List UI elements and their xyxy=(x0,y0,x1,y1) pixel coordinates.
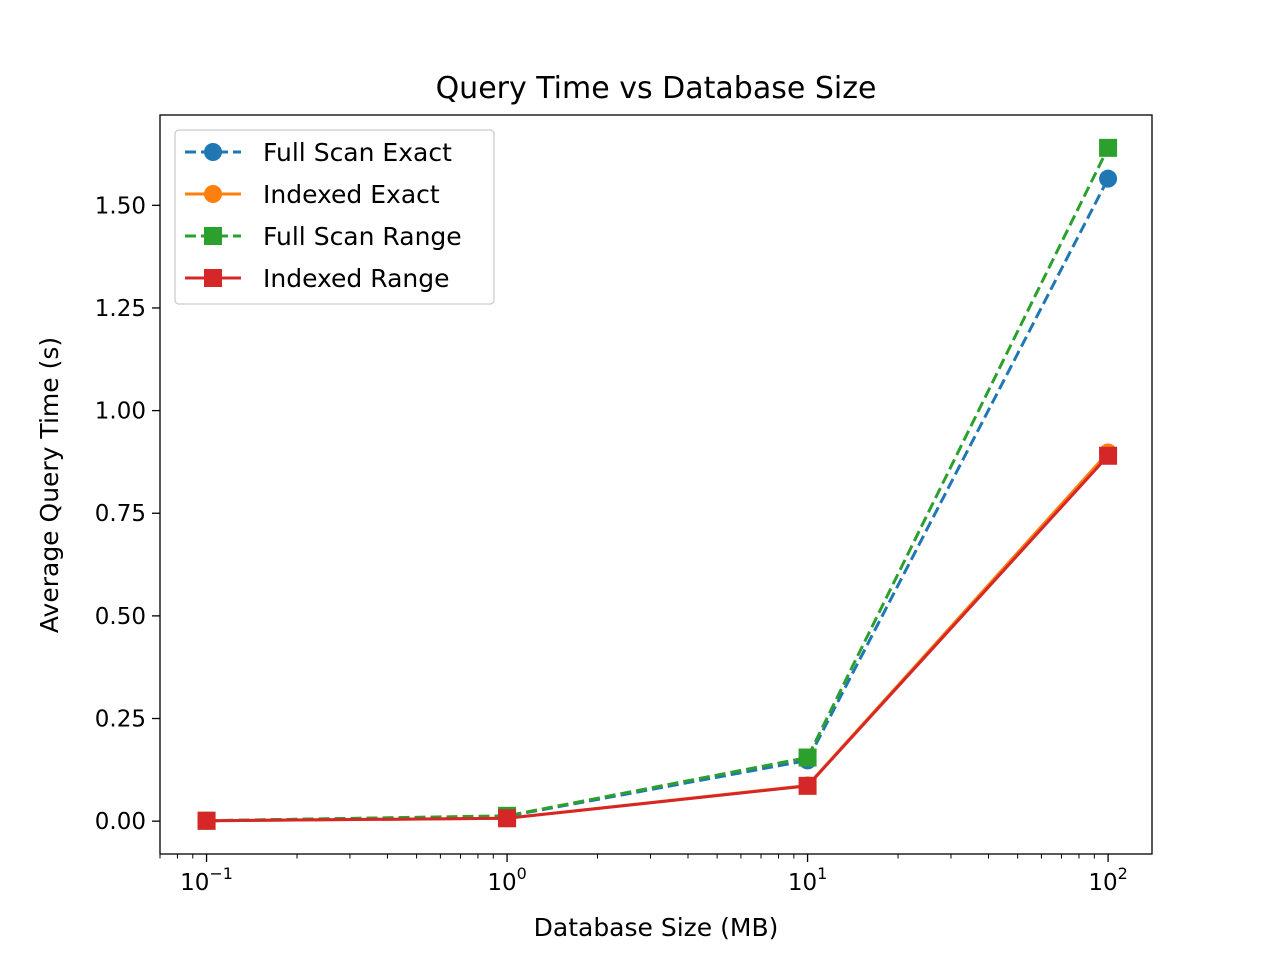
x-tick-exponent: −1 xyxy=(209,864,233,883)
data-point xyxy=(798,748,817,767)
plot-content xyxy=(197,138,1118,830)
x-tick-exponent: 0 xyxy=(517,864,527,883)
x-tick-exponent: 1 xyxy=(817,864,827,883)
legend-label: Full Scan Exact xyxy=(263,138,452,167)
y-axis: 0.00 0.25 0.50 0.75 1.00 1.25 1.50 xyxy=(95,193,160,835)
y-tick-label: 0.75 xyxy=(95,501,146,527)
series-group xyxy=(197,446,1118,830)
data-point xyxy=(204,227,222,245)
series-line xyxy=(206,454,1110,823)
legend-label: Indexed Range xyxy=(263,264,450,293)
x-tick-base: 10 xyxy=(180,870,209,896)
x-axis: 10−1 100 101 102 xyxy=(159,854,1128,896)
y-tick-label: 0.25 xyxy=(95,707,146,733)
y-tick-label: 0.00 xyxy=(95,809,146,835)
x-tick-base: 10 xyxy=(487,870,516,896)
x-tick-label: 100 xyxy=(487,864,526,896)
y-tick-label: 1.00 xyxy=(95,399,146,425)
y-tick-label: 1.50 xyxy=(95,193,146,219)
x-tick-label: 10−1 xyxy=(180,864,233,896)
x-tick-base: 10 xyxy=(788,870,817,896)
plot-frame xyxy=(159,114,1153,855)
y-axis-label: Average Query Time (s) xyxy=(35,337,64,633)
x-tick-label: 102 xyxy=(1088,864,1127,896)
data-point xyxy=(798,776,817,795)
data-point xyxy=(197,811,216,830)
data-point xyxy=(1099,138,1118,157)
data-point xyxy=(1099,446,1118,465)
chart-title: Query Time vs Database Size xyxy=(436,71,877,106)
x-axis-label: Database Size (MB) xyxy=(534,913,779,942)
data-point xyxy=(204,269,222,287)
legend-frame xyxy=(174,129,495,305)
data-point xyxy=(1099,169,1118,188)
legend-label: Indexed Exact xyxy=(263,180,440,209)
data-point xyxy=(498,809,517,828)
y-tick-label: 1.25 xyxy=(95,296,146,322)
y-tick-label: 0.50 xyxy=(95,604,146,630)
x-tick-exponent: 2 xyxy=(1118,864,1128,883)
data-point xyxy=(204,185,222,203)
data-point xyxy=(204,143,222,161)
x-tick-base: 10 xyxy=(1088,870,1117,896)
x-tick-label: 101 xyxy=(788,864,827,896)
legend-label: Full Scan Range xyxy=(263,222,462,251)
series-line xyxy=(206,451,1110,823)
series-group xyxy=(197,443,1118,830)
legend: Full Scan Exact Indexed Exact Full Scan Ra… xyxy=(174,129,495,305)
